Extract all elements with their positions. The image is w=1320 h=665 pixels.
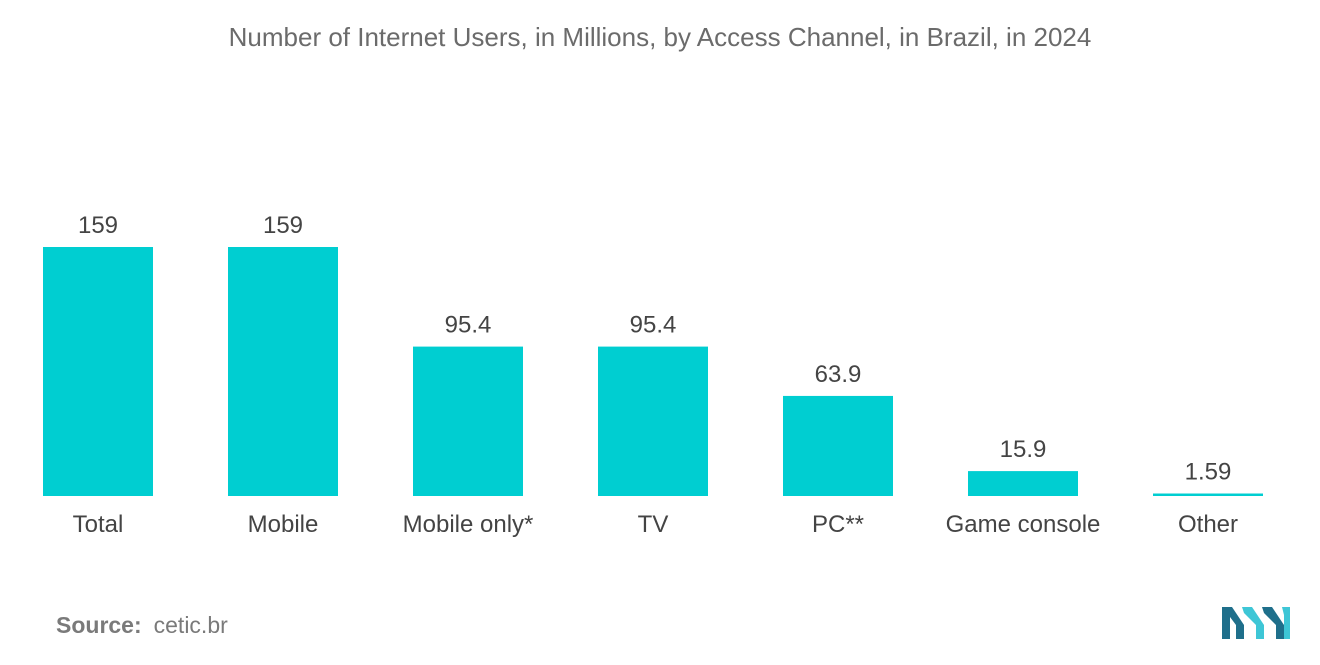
source-value: cetic.br	[153, 612, 228, 638]
bar-game-console	[968, 471, 1078, 496]
bar-mobile	[228, 247, 338, 496]
value-label: 95.4	[445, 312, 492, 339]
value-label: 1.59	[1185, 459, 1232, 486]
category-label: Game console	[946, 511, 1101, 538]
mordor-intelligence-logo-icon	[1222, 603, 1290, 644]
bar-other	[1153, 493, 1263, 496]
bar-mobile-only	[413, 346, 523, 496]
category-label: Other	[1178, 511, 1238, 538]
category-label: Mobile	[248, 511, 319, 538]
value-label: 15.9	[1000, 436, 1047, 463]
category-label: PC**	[812, 511, 864, 538]
value-label: 95.4	[630, 312, 677, 339]
source-label: Source:	[56, 612, 142, 638]
bar-pc	[783, 395, 893, 496]
source-line: Source: cetic.br	[56, 612, 228, 639]
bar-total	[43, 247, 153, 496]
chart-title: Number of Internet Users, in Millions, b…	[228, 22, 1092, 52]
category-label: Total	[73, 511, 124, 538]
category-label: TV	[638, 511, 669, 538]
category-label: Mobile only*	[403, 511, 534, 538]
value-label: 63.9	[815, 361, 862, 388]
bar-tv	[598, 346, 708, 496]
value-label: 159	[263, 212, 303, 239]
bar-chart: 159 Total 159 Mobile 95.4 Mobile only* 95.4 TV 6…	[43, 212, 1263, 538]
value-label: 159	[78, 212, 118, 239]
